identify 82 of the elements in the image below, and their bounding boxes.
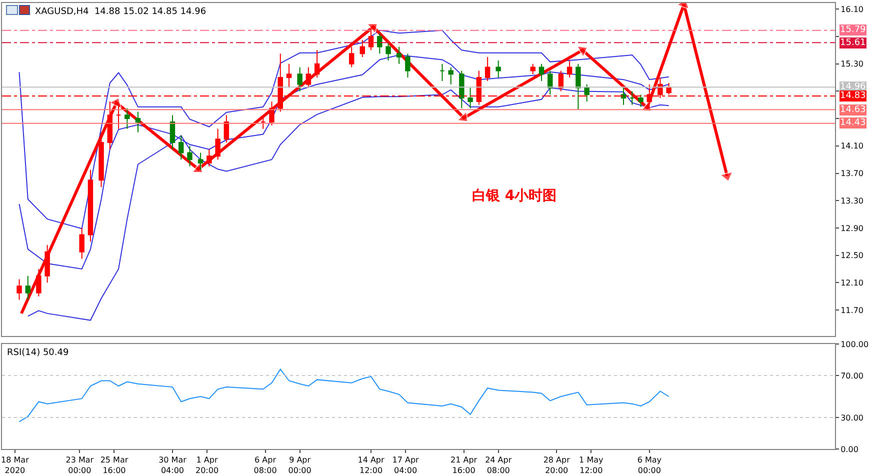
- annotation: 白银 4小时图: [472, 188, 557, 204]
- y-tick-label: 16.10: [840, 4, 864, 14]
- x-tick-label: 24 Apr 08:00: [485, 456, 512, 474]
- ref-line-label: 14.96: [840, 82, 866, 92]
- candlestick: [576, 63, 581, 110]
- candlestick: [198, 152, 204, 170]
- candlestick: [620, 87, 626, 106]
- candlestick: [98, 132, 104, 188]
- y-tick-label: 100.00: [840, 340, 869, 349]
- candlestick: [269, 100, 274, 126]
- text: RSI(14) 50.49: [7, 348, 69, 358]
- candlestick: [215, 128, 220, 160]
- y-tick-label: 14.10: [840, 142, 864, 151]
- text: XAGUSD,H4 14.88 15.02 14.85 14.96: [35, 7, 206, 17]
- candlestick: [448, 66, 454, 85]
- y-tick-label: 15.30: [840, 60, 864, 69]
- candlestick: [36, 268, 42, 297]
- y-tick-label: 12.10: [840, 278, 864, 288]
- candlestick: [548, 70, 553, 96]
- candlestick: [124, 108, 130, 130]
- ref-line-label: 15.79: [840, 25, 866, 35]
- candlestick: [468, 87, 473, 109]
- candlestick: [260, 114, 266, 130]
- candlestick: [630, 90, 635, 106]
- line-series: [18, 30, 670, 230]
- candlestick: [206, 148, 212, 167]
- ref-line-label: 14.43: [840, 118, 866, 128]
- candlestick: [25, 275, 31, 300]
- candlestick: [496, 60, 501, 78]
- x-tick-label: 1 May 12:00: [579, 456, 604, 474]
- candlestick: [459, 70, 464, 109]
- candlestick: [530, 63, 536, 75]
- candlestick: [396, 46, 402, 64]
- candlestick: [16, 278, 22, 300]
- candlestick: [484, 56, 490, 82]
- candlestick: [314, 50, 320, 78]
- candlestick: [638, 94, 644, 108]
- x-tick-label: 1 Apr 20:00: [195, 456, 219, 474]
- ref-line-label: 14.63: [840, 105, 866, 115]
- x-tick-label: 23 Mar 00:00: [66, 456, 94, 474]
- y-tick-label: 12.90: [840, 224, 864, 233]
- ref-line-label: 15.61: [840, 38, 866, 48]
- candlestick: [135, 111, 141, 133]
- x-tick-label: 30 Mar 04:00: [158, 456, 188, 474]
- candlestick: [224, 114, 230, 143]
- candlestick: [538, 63, 544, 82]
- candlestick: [187, 145, 192, 167]
- x-tick-label: 25 Mar 16:00: [100, 456, 129, 474]
- line-series: [18, 368, 670, 422]
- candlestick: [440, 63, 445, 82]
- x-tick-label: 17 Apr 04:00: [392, 456, 420, 474]
- y-tick-label: 13.30: [840, 196, 864, 206]
- x-tick-label: 21 Apr 16:00: [450, 456, 478, 474]
- x-tick-label: 9 Apr 00:00: [288, 456, 312, 474]
- candlestick: [178, 135, 184, 160]
- candlestick: [405, 53, 410, 78]
- candlestick: [348, 46, 354, 68]
- y-tick-label: 12.50: [840, 251, 864, 260]
- candlestick: [377, 32, 382, 54]
- ref-line-label: 14.83: [840, 91, 866, 101]
- candlestick: [558, 70, 564, 92]
- candlestick: [297, 66, 302, 92]
- candlestick: [306, 66, 312, 88]
- x-tick-label: 6 Apr 08:00: [254, 456, 277, 474]
- y-tick-label: 30.00: [840, 413, 864, 422]
- y-tick-label: 13.70: [840, 169, 864, 178]
- candlestick: [170, 114, 176, 150]
- y-tick-label: 11.70: [840, 306, 864, 315]
- y-tick-label: 0.00: [840, 444, 858, 454]
- x-tick-label: 6 May 00:00: [637, 456, 662, 474]
- x-tick-label: 18 Mar 2020: [1, 456, 30, 474]
- candlestick: [88, 169, 94, 242]
- candlestick: [79, 227, 84, 260]
- candlestick: [44, 244, 50, 284]
- candlestick: [566, 60, 572, 78]
- candlestick: [286, 63, 292, 88]
- candlestick: [386, 42, 391, 61]
- candlestick: [360, 39, 366, 58]
- x-tick-label: 14 Apr 12:00: [358, 456, 386, 474]
- x-tick-label: 28 Apr 20:00: [543, 456, 571, 474]
- candlestick: [584, 84, 590, 102]
- y-tick-label: 70.00: [840, 371, 864, 380]
